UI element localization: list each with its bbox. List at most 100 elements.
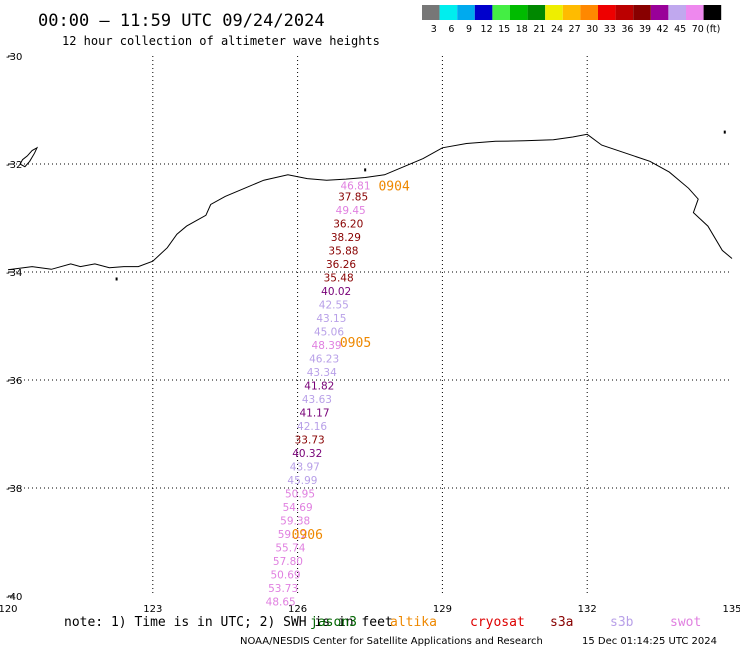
wave-height-value: 54.69	[283, 502, 313, 514]
color-bin-swatch	[492, 5, 510, 20]
color-scale-unit: (ft)	[706, 24, 720, 35]
color-bin-label: 45	[674, 24, 686, 35]
wave-height-value: 53.73	[268, 583, 298, 595]
color-bin-swatch	[510, 5, 528, 20]
color-bin-label: 24	[551, 24, 563, 35]
wave-height-value: 43.97	[290, 461, 320, 473]
wave-height-value: 41.82	[304, 380, 334, 392]
footer-credit: NOAA/NESDIS Center for Satellite Applica…	[240, 636, 543, 647]
color-bin-swatch	[474, 5, 493, 20]
color-bin-swatch	[650, 5, 669, 20]
coast-mark	[115, 277, 118, 281]
satellite-legend-s3b: s3b	[610, 615, 634, 630]
lon-tick-label: 126	[288, 604, 307, 615]
lon-tick-label: 132	[578, 604, 597, 615]
lon-tick-label: 135	[722, 604, 740, 615]
satellite-legend: jason3 altika cryosat s3a s3b swot	[310, 615, 701, 630]
coast-mark	[723, 130, 726, 134]
wave-height-value: 48.65	[266, 596, 296, 608]
coast-mark	[364, 168, 367, 172]
color-bin-swatch	[422, 5, 440, 20]
color-scale-legend: 3 6 9 12 15 18 21 24 27 30 33 36 39 42 45 70 (ft)	[422, 5, 722, 35]
color-bin-label: 30	[586, 24, 598, 35]
color-bin-swatch	[439, 5, 458, 20]
satellite-legend-swot: swot	[670, 615, 701, 630]
lat-tick-label: -34	[6, 268, 22, 279]
lat-tick-label: -36	[6, 376, 22, 387]
satellite-legend-cryosat: cryosat	[470, 615, 525, 630]
footer-timestamp: 15 Dec 01:14:25 UTC 2024	[582, 636, 717, 647]
satellite-legend-jason3: jason3	[310, 615, 357, 630]
color-bin-label: 33	[604, 24, 616, 35]
graticule	[8, 56, 732, 596]
color-bin-swatch	[527, 5, 546, 20]
color-bin-swatch	[703, 5, 722, 20]
wave-height-value: 35.48	[324, 272, 354, 284]
lat-tick-label: -38	[6, 484, 22, 495]
wave-height-value: 36.20	[333, 218, 363, 230]
wave-height-value: 49.45	[336, 205, 366, 217]
color-bin-swatch	[545, 5, 563, 20]
color-bin-swatch	[633, 5, 651, 20]
wave-height-value: 46.23	[309, 353, 339, 365]
wave-height-value: 42.55	[319, 299, 349, 311]
color-bin-label: 70	[692, 24, 704, 35]
lon-tick-label: 129	[433, 604, 452, 615]
wave-height-value: 48.39	[312, 340, 342, 352]
pass-time-label: 0906	[292, 528, 323, 543]
lon-tick-label: 123	[143, 604, 162, 615]
color-bin-label: 21	[533, 24, 545, 35]
color-bin-swatch	[580, 5, 598, 20]
wave-height-value: 37.85	[338, 191, 368, 203]
wave-height-value: 42.16	[297, 421, 327, 433]
wave-height-value: 50.95	[285, 488, 315, 500]
wave-height-value: 59.12	[278, 529, 308, 541]
wave-height-value: 33.73	[295, 434, 325, 446]
color-bin-swatch	[686, 5, 704, 20]
satellite-legend-altika: altika	[390, 615, 437, 630]
wave-height-value: 41.17	[299, 407, 329, 419]
wave-height-value: 46.81	[340, 181, 370, 193]
wave-height-value: 45.99	[287, 475, 317, 487]
wave-height-value: 40.32	[292, 448, 322, 460]
australia-coastline	[7, 133, 733, 271]
wave-height-value: 38.29	[331, 232, 361, 244]
coastline	[7, 130, 733, 281]
color-bin-label: 18	[516, 24, 528, 35]
wave-height-value: 43.63	[302, 394, 332, 406]
wave-height-value: 35.88	[328, 245, 358, 257]
color-bin-swatch	[598, 5, 616, 20]
color-bin-label: 12	[481, 24, 493, 35]
color-bin-label: 27	[569, 24, 581, 35]
wave-height-value: 59.38	[280, 515, 310, 527]
color-bin-label: 15	[498, 24, 510, 35]
wave-height-value: 57.80	[273, 556, 303, 568]
color-bin-swatch	[668, 5, 686, 20]
lat-tick-label: -30	[6, 52, 22, 63]
map-subtitle: 12 hour collection of altimeter wave hei…	[62, 34, 380, 48]
color-bin-label: 9	[466, 24, 472, 35]
pass-time-label: 0905	[340, 336, 371, 351]
satellite-legend-s3a: s3a	[550, 615, 573, 630]
color-bin-label: 6	[448, 24, 454, 35]
lon-tick-label: 120	[0, 604, 18, 615]
island-outline	[19, 146, 39, 168]
color-bin-label: 3	[431, 24, 437, 35]
wave-height-value: 36.26	[326, 259, 356, 271]
wave-height-value: 55.74	[275, 542, 305, 554]
note-text: note: 1) Time is in UTC; 2) SWH is in fe…	[64, 615, 393, 630]
wave-height-value: 43.34	[307, 367, 337, 379]
wave-height-value: 40.02	[321, 286, 351, 298]
lat-tick-label: -40	[6, 592, 22, 603]
color-bin-swatch	[457, 5, 475, 20]
color-bin-label: 39	[639, 24, 651, 35]
color-bin-label: 36	[621, 24, 633, 35]
pass-labels: 0904 0905 0906	[292, 180, 410, 543]
color-bin-swatch	[562, 5, 581, 20]
color-bin-swatch	[615, 5, 634, 20]
wave-height-value: 43.15	[316, 313, 346, 325]
